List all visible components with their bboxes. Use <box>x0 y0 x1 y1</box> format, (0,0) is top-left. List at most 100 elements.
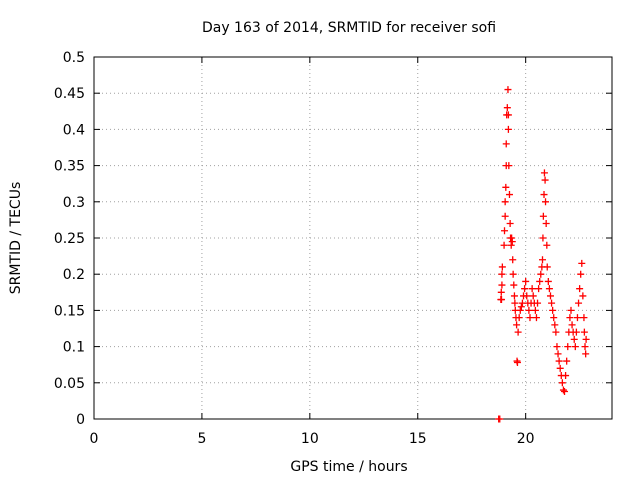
data-point <box>580 328 588 336</box>
data-point <box>582 335 590 343</box>
data-point <box>540 191 548 199</box>
data-point <box>529 292 537 300</box>
data-point <box>504 111 512 119</box>
y-tick-label: 0.05 <box>54 376 85 392</box>
data-point <box>539 212 547 220</box>
chart-title: Day 163 of 2014, SRMTID for receiver sof… <box>202 20 496 36</box>
data-point <box>513 321 521 329</box>
data-point <box>523 292 531 300</box>
data-point <box>559 386 567 394</box>
data-point <box>552 328 560 336</box>
data-point <box>496 415 504 423</box>
y-tick-label: 0.35 <box>54 159 85 175</box>
data-point <box>554 350 562 358</box>
y-tick-label: 0.2 <box>63 267 85 283</box>
data-point <box>504 125 512 133</box>
data-point <box>517 303 525 311</box>
y-tick-label: 0.3 <box>63 195 85 211</box>
data-point <box>577 270 585 278</box>
data-point <box>578 259 586 267</box>
grid-layer <box>94 57 612 419</box>
y-tick-label: 0.5 <box>63 50 85 66</box>
data-point <box>543 263 551 271</box>
data-point <box>506 220 514 228</box>
data-point <box>531 306 539 314</box>
data-point <box>500 241 508 249</box>
y-tick-label: 0.45 <box>54 86 85 102</box>
data-point <box>572 328 580 336</box>
data-point <box>504 86 512 94</box>
data-point <box>505 162 513 170</box>
data-point <box>507 241 515 249</box>
data-point <box>542 220 550 228</box>
data-point <box>497 296 505 304</box>
data-point <box>544 277 552 285</box>
y-tick-label: 0 <box>76 412 85 428</box>
data-point <box>575 299 583 307</box>
data-point <box>539 234 547 242</box>
data-point <box>514 328 522 336</box>
data-point <box>526 314 534 322</box>
data-point <box>550 314 558 322</box>
data-point <box>539 256 547 264</box>
data-point <box>525 306 533 314</box>
data-point <box>548 299 556 307</box>
data-point <box>571 343 579 351</box>
data-point <box>498 263 506 271</box>
data-points <box>495 86 590 423</box>
data-point <box>532 314 540 322</box>
data-point <box>545 285 553 293</box>
data-point <box>521 285 529 293</box>
x-tick-label: 15 <box>409 431 427 447</box>
y-tick-label: 0.25 <box>54 231 85 247</box>
x-axis-label: GPS time / hours <box>290 459 407 475</box>
data-point <box>562 372 570 380</box>
data-point <box>579 292 587 300</box>
data-point <box>558 379 566 387</box>
data-point <box>503 104 511 112</box>
x-tick-label: 20 <box>517 431 535 447</box>
data-point <box>567 306 575 314</box>
data-point <box>576 285 584 293</box>
data-point <box>540 169 548 177</box>
x-tick-label: 0 <box>90 431 99 447</box>
data-point <box>510 292 518 300</box>
data-point <box>561 387 569 395</box>
data-point <box>570 335 578 343</box>
data-point <box>536 277 544 285</box>
data-point <box>541 176 549 184</box>
data-point <box>580 314 588 322</box>
data-point <box>553 343 561 351</box>
x-tick-label: 10 <box>301 431 319 447</box>
data-point <box>537 270 545 278</box>
y-tick-label: 0.1 <box>63 340 85 356</box>
data-point <box>522 277 530 285</box>
tick-layer: 0 0.05 0.1 0.15 0.2 0.25 0.3 0.35 0.4 0.45 0.5 0 5 10… <box>54 50 612 447</box>
data-point <box>581 343 589 351</box>
data-point <box>528 285 536 293</box>
data-point <box>498 270 506 278</box>
data-point <box>501 227 509 235</box>
data-point <box>549 306 557 314</box>
data-point <box>502 183 510 191</box>
y-axis-label: SRMTID / TECUs <box>8 182 24 295</box>
data-point <box>555 357 563 365</box>
data-point <box>513 359 521 367</box>
data-point <box>509 256 517 264</box>
data-point <box>542 198 550 206</box>
data-point <box>564 343 572 351</box>
data-point <box>509 270 517 278</box>
x-tick-label: 5 <box>197 431 206 447</box>
data-point <box>556 364 564 372</box>
data-point <box>510 281 518 289</box>
data-point <box>505 191 513 199</box>
data-point <box>516 306 524 314</box>
data-point <box>573 314 581 322</box>
data-point <box>582 350 590 358</box>
data-point <box>511 299 519 307</box>
data-point <box>498 281 506 289</box>
data-point <box>497 288 505 296</box>
data-point <box>501 198 509 206</box>
data-point <box>568 321 576 329</box>
data-point <box>543 241 551 249</box>
